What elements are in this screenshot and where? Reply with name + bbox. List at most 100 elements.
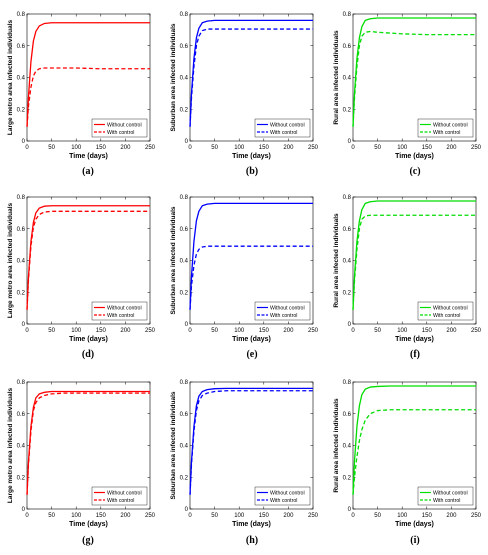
x-tick-label: 100: [234, 513, 245, 519]
chart-panel-3: 0 50 100 150 200 250 0 0.2 0.4 0.6 0.8 Time (days) R…: [333, 12, 482, 160]
series-line-with-control: [26, 392, 150, 495]
y-tick-label: 0: [348, 139, 352, 145]
x-tick-label: 50: [374, 328, 381, 334]
series-line-without-control: [352, 17, 476, 127]
x-tick-label: 0: [351, 145, 355, 151]
y-tick-label: 0.8: [343, 380, 352, 386]
x-tick-label: 200: [283, 513, 294, 519]
x-tick-label: 200: [120, 145, 131, 151]
y-axis-label: Rural area infected individuals: [333, 398, 340, 493]
panel-label-c: (c): [409, 166, 421, 177]
x-tick-label: 200: [446, 328, 457, 334]
series-line-without-control: [189, 202, 313, 310]
chart-panel-2: 0 50 100 150 200 250 0 0.2 0.4 0.6 0.8 Time (days) S…: [170, 12, 319, 160]
x-axis-label: Time (days): [232, 153, 271, 160]
chart-panel-6: 0 50 100 150 200 250 0 0.2 0.4 0.6 0.8 Time (days) R…: [333, 195, 482, 343]
chart-panel-9: 0 50 100 150 200 250 0 0.2 0.4 0.6 0.8 Time (days) R…: [333, 380, 482, 528]
legend-label: Without control: [433, 306, 468, 312]
x-tick-label: 50: [48, 145, 55, 151]
y-tick-label: 0.4: [17, 444, 26, 450]
x-tick-label: 150: [422, 145, 433, 151]
y-tick-label: 0.6: [343, 227, 352, 233]
x-tick-label: 150: [96, 145, 107, 151]
y-tick-label: 0.2: [180, 107, 189, 113]
y-tick-label: 0.4: [343, 444, 352, 450]
series-line-with-control: [189, 28, 313, 127]
x-tick-label: 0: [188, 328, 192, 334]
x-tick-label: 50: [211, 145, 218, 151]
x-tick-label: 0: [351, 513, 355, 519]
legend-label: Without control: [270, 123, 305, 129]
x-tick-label: 50: [374, 513, 381, 519]
y-tick-label: 0.6: [180, 227, 189, 233]
x-tick-label: 100: [71, 513, 82, 519]
chart-panel-8: 0 50 100 150 200 250 0 0.2 0.4 0.6 0.8 Time (days) S…: [170, 380, 319, 528]
series-line-without-control: [189, 19, 313, 127]
y-tick-label: 0.6: [17, 412, 26, 418]
x-tick-label: 200: [446, 145, 457, 151]
panel-label-b: (b): [245, 166, 259, 177]
y-tick-label: 0: [22, 139, 26, 145]
series-line-with-control: [189, 390, 313, 495]
x-tick-label: 150: [259, 145, 270, 151]
legend-box: [417, 118, 474, 138]
x-tick-label: 50: [211, 328, 218, 334]
legend-box: [417, 486, 474, 506]
legend-label: With control: [433, 498, 460, 504]
y-tick-label: 0.4: [17, 76, 26, 82]
x-tick-label: 200: [120, 513, 131, 519]
y-tick-label: 0.4: [180, 76, 189, 82]
panel-label-a: (a): [82, 166, 94, 177]
x-tick-label: 100: [71, 145, 82, 151]
legend-label: Without control: [270, 491, 305, 497]
panel-label-g: (g): [82, 535, 94, 546]
y-axis-label: Large metro area infected individuals: [7, 388, 14, 504]
y-tick-label: 0.2: [17, 475, 26, 481]
chart-panel-4: 0 50 100 150 200 250 0 0.2 0.4 0.6 0.8 Time (days) L…: [7, 195, 156, 343]
x-tick-label: 100: [397, 145, 408, 151]
x-tick-label: 50: [48, 513, 55, 519]
x-tick-label: 200: [283, 145, 294, 151]
y-tick-label: 0: [22, 507, 26, 513]
panel-label-i: (i): [410, 535, 420, 546]
chart-panel-1: 0 50 100 150 200 250 0 0.2 0.4 0.6 0.8 Time (days) L…: [7, 12, 156, 160]
x-tick-label: 0: [188, 513, 192, 519]
legend-label: Without control: [107, 123, 142, 129]
x-tick-label: 200: [120, 328, 131, 334]
y-tick-label: 0.8: [180, 195, 189, 201]
series-line-with-control: [26, 210, 150, 310]
series-line-without-control: [26, 22, 150, 127]
panel-label-f: (f): [410, 349, 420, 360]
x-tick-label: 100: [234, 145, 245, 151]
y-tick-label: 0.4: [343, 76, 352, 82]
x-tick-label: 150: [96, 328, 107, 334]
y-tick-label: 0.4: [180, 444, 189, 450]
series-line-with-control: [352, 214, 476, 310]
y-tick-label: 0: [185, 322, 189, 328]
panel-label-e: (e): [246, 349, 258, 360]
legend-label: Without control: [270, 306, 305, 312]
legend-label: Without control: [433, 123, 468, 129]
x-tick-label: 100: [71, 328, 82, 334]
legend-label: With control: [107, 313, 134, 319]
x-tick-label: 50: [211, 513, 218, 519]
x-tick-label: 150: [422, 328, 433, 334]
x-tick-label: 250: [308, 513, 319, 519]
y-axis-label: Rural area infected individuals: [333, 213, 340, 308]
legend-box: [91, 486, 148, 506]
y-axis-label: Large metro area infected individuals: [7, 203, 14, 319]
x-tick-label: 150: [259, 328, 270, 334]
x-tick-label: 150: [422, 513, 433, 519]
x-tick-label: 250: [471, 145, 482, 151]
y-axis-label: Rural area infected individuals: [333, 30, 340, 125]
legend-box: [91, 301, 148, 321]
y-axis-label: Suburban area infected individuals: [170, 391, 177, 499]
y-tick-label: 0.6: [180, 44, 189, 50]
series-line-with-control: [189, 245, 313, 310]
panel-label-h: (h): [245, 535, 259, 546]
